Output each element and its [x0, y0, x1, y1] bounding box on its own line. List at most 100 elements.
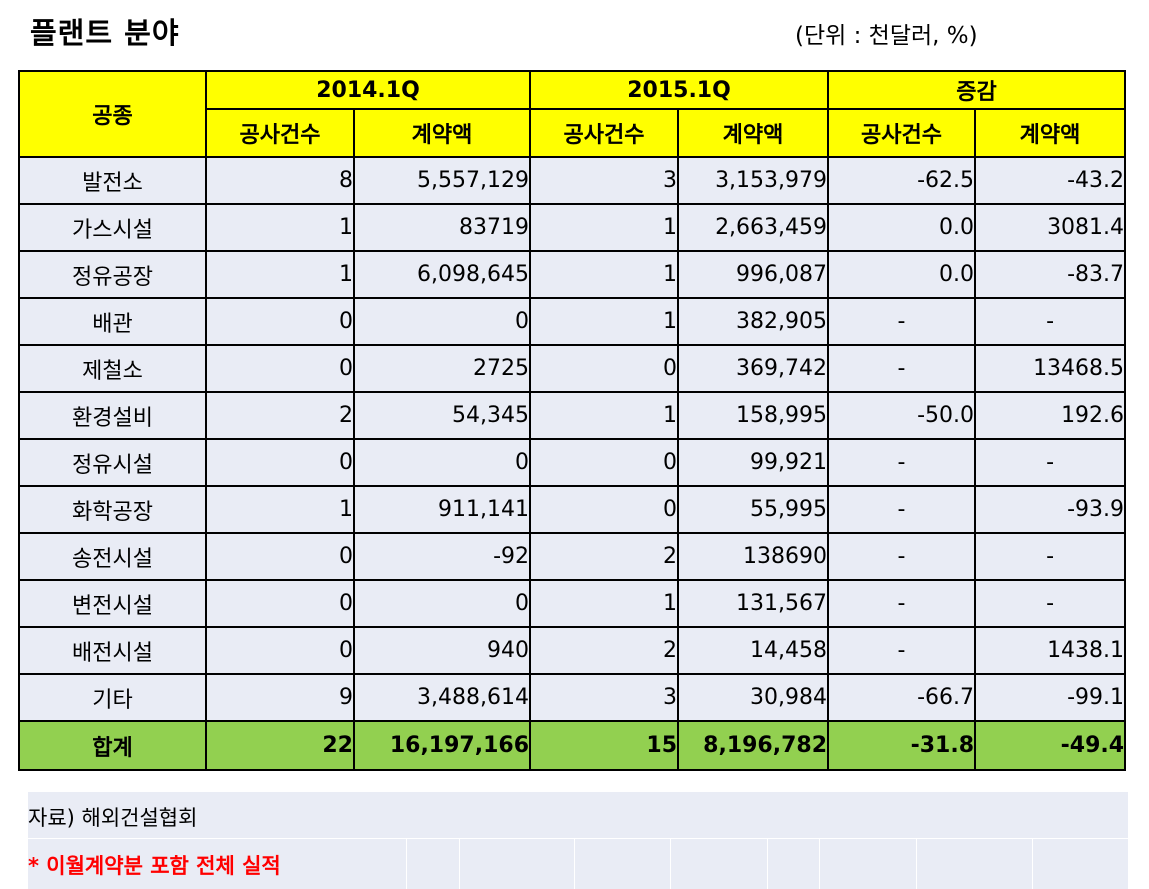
- row-count-2014: 0: [205, 438, 355, 487]
- total-row: 합계 22 16,197,166 15 8,196,782 -31.8 -49.…: [18, 720, 1127, 771]
- row-amount-2015: 3,153,979: [677, 156, 830, 205]
- row-amount-2014: -92: [352, 532, 532, 581]
- row-count-2015: 1: [529, 250, 680, 299]
- notes-grid-line: [916, 838, 917, 889]
- table-row: 발전소 8 5,557,129 3 3,153,979 -62.5 -43.2: [18, 156, 1127, 205]
- row-count-change: -62.5: [827, 156, 977, 205]
- row-count-2015: 3: [529, 673, 680, 722]
- row-amount-2014: 940: [352, 626, 532, 675]
- notes-grid-line: [459, 838, 460, 889]
- row-amount-change: -83.7: [974, 250, 1127, 299]
- row-amount-2015: 138690: [677, 532, 830, 581]
- row-amount-2014: 2725: [352, 344, 532, 393]
- table-body: 발전소 8 5,557,129 3 3,153,979 -62.5 -43.2 가스시설 1 83…: [18, 156, 1127, 722]
- table-row: 기타 9 3,488,614 3 30,984 -66.7 -99.1: [18, 673, 1127, 722]
- row-amount-2014: 0: [352, 579, 532, 628]
- row-category: 제철소: [18, 344, 207, 393]
- row-amount-change: -93.9: [974, 485, 1127, 534]
- row-amount-change: 3081.4: [974, 203, 1127, 252]
- row-count-2014: 0: [205, 344, 355, 393]
- row-count-2014: 0: [205, 297, 355, 346]
- table-row: 가스시설 1 83719 1 2,663,459 0.0 3081.4: [18, 203, 1127, 252]
- row-amount-2015: 996,087: [677, 250, 830, 299]
- page-title: 플랜트 분야: [30, 16, 180, 50]
- table-row: 송전시설 0 -92 2 138690- -: [18, 532, 1127, 581]
- header-period-2015: 2015.1Q: [529, 70, 830, 110]
- row-count-change: -: [827, 297, 977, 346]
- row-amount-change: -43.2: [974, 156, 1127, 205]
- row-count-2014: 0: [205, 579, 355, 628]
- row-count-change: -50.0: [827, 391, 977, 440]
- notes-grid-line: [819, 838, 820, 889]
- row-amount-2015: 131,567: [677, 579, 830, 628]
- row-amount-2014: 3,488,614: [352, 673, 532, 722]
- row-amount-2014: 0: [352, 297, 532, 346]
- header-change: 증감: [827, 70, 1127, 110]
- row-category: 배관: [18, 297, 207, 346]
- remark-note: * 이월계약분 포함 전체 실적: [28, 854, 281, 878]
- row-amount-change: 13468.5: [974, 344, 1127, 393]
- unit-label: (단위 : 천달러, %): [795, 23, 978, 49]
- row-amount-change: -: [974, 579, 1127, 628]
- row-amount-change: -: [974, 297, 1127, 346]
- row-amount-2015: 55,995: [677, 485, 830, 534]
- table-row: 제철소 0 2725 0 369,742-13468.5: [18, 344, 1127, 393]
- table-row: 화학공장 1 911,141 0 55,995- -93.9: [18, 485, 1127, 534]
- row-category: 가스시설: [18, 203, 207, 252]
- row-category: 기타: [18, 673, 207, 722]
- row-amount-2015: 99,921: [677, 438, 830, 487]
- row-amount-change: -: [974, 532, 1127, 581]
- row-count-change: 0.0: [827, 250, 977, 299]
- notes-grid-line: [670, 838, 671, 889]
- row-count-change: -66.7: [827, 673, 977, 722]
- table-row: 정유공장 1 6,098,645 1 996,087 0.0 -83.7: [18, 250, 1127, 299]
- total-amount-change: -49.4: [974, 720, 1127, 771]
- row-count-change: 0.0: [827, 203, 977, 252]
- row-count-change: -: [827, 485, 977, 534]
- row-amount-2014: 0: [352, 438, 532, 487]
- row-count-change: -: [827, 438, 977, 487]
- row-count-2014: 1: [205, 250, 355, 299]
- row-count-2015: 2: [529, 532, 680, 581]
- notes-grid-line: [406, 838, 407, 889]
- row-count-2015: 1: [529, 203, 680, 252]
- row-category: 변전시설: [18, 579, 207, 628]
- total-count-change: -31.8: [827, 720, 977, 771]
- row-category: 정유공장: [18, 250, 207, 299]
- header-amount-change: 계약액: [974, 108, 1127, 158]
- row-count-2015: 0: [529, 485, 680, 534]
- notes-area: 자료) 해외건설협회 * 이월계약분 포함 전체 실적: [28, 792, 1128, 889]
- row-count-2014: 0: [205, 626, 355, 675]
- row-count-2014: 1: [205, 203, 355, 252]
- table-row: 정유시설 0 0 0 99,921- -: [18, 438, 1127, 487]
- row-amount-2014: 5,557,129: [352, 156, 532, 205]
- notes-grid-line: [767, 838, 768, 889]
- total-count-2014: 22: [205, 720, 355, 771]
- total-amount-2015: 8,196,782: [677, 720, 830, 771]
- row-count-2014: 2: [205, 391, 355, 440]
- row-amount-2015: 30,984: [677, 673, 830, 722]
- table-row: 배관 0 0 1 382,905- -: [18, 297, 1127, 346]
- notes-divider: [28, 838, 1128, 839]
- row-amount-change: 1438.1: [974, 626, 1127, 675]
- row-count-change: -: [827, 532, 977, 581]
- row-category: 환경설비: [18, 391, 207, 440]
- row-count-2014: 1: [205, 485, 355, 534]
- row-amount-2015: 14,458: [677, 626, 830, 675]
- row-count-2015: 0: [529, 438, 680, 487]
- table-row: 환경설비 2 54,345 1 158,995 -50.0 192.6: [18, 391, 1127, 440]
- row-count-2015: 0: [529, 344, 680, 393]
- header-amount-2014: 계약액: [352, 108, 532, 158]
- total-label: 합계: [18, 720, 207, 771]
- row-amount-2015: 2,663,459: [677, 203, 830, 252]
- row-amount-2015: 369,742: [677, 344, 830, 393]
- header-count-2015: 공사건수: [529, 108, 680, 158]
- header-count-2014: 공사건수: [205, 108, 355, 158]
- row-category: 발전소: [18, 156, 207, 205]
- row-count-2014: 9: [205, 673, 355, 722]
- notes-grid-line: [1032, 838, 1033, 889]
- table-row: 변전시설 0 0 1 131,567- -: [18, 579, 1127, 628]
- header-count-change: 공사건수: [827, 108, 977, 158]
- row-category: 송전시설: [18, 532, 207, 581]
- row-count-change: -: [827, 344, 977, 393]
